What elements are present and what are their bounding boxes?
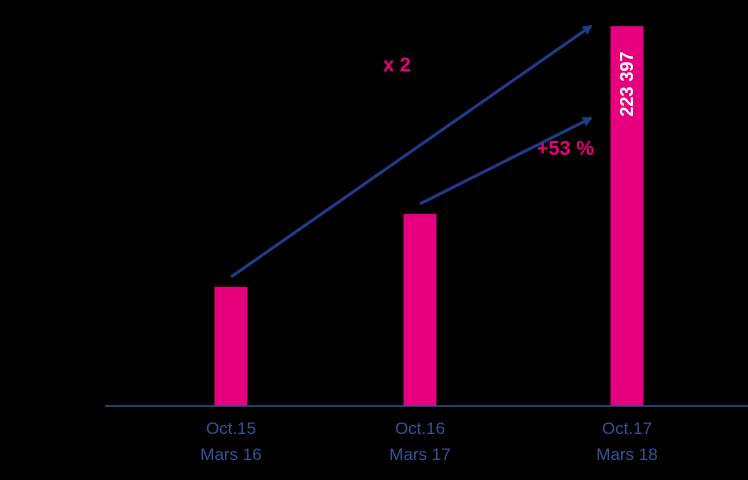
x-tick-label-1-line2: Mars 16 bbox=[200, 445, 261, 464]
growth-arrow-1 bbox=[230, 24, 593, 279]
growth-arrow-2 bbox=[419, 116, 593, 206]
bar-2 bbox=[403, 213, 437, 406]
x-tick-label-1-line1: Oct.15 bbox=[206, 419, 256, 438]
bar-1 bbox=[214, 286, 248, 406]
x-tick-label-2-line2: Mars 17 bbox=[389, 445, 450, 464]
x-tick-label-3-line2: Mars 18 bbox=[596, 445, 657, 464]
x-tick-label-3-line1: Oct.17 bbox=[602, 419, 652, 438]
bar-3 bbox=[610, 26, 644, 407]
x-tick-label-2-line1: Oct.16 bbox=[395, 419, 445, 438]
bar-3-data-label: 223 397 bbox=[617, 52, 637, 117]
growth-annotation-1: x 2 bbox=[383, 55, 411, 77]
growth-annotation-2: +53 % bbox=[537, 138, 594, 160]
